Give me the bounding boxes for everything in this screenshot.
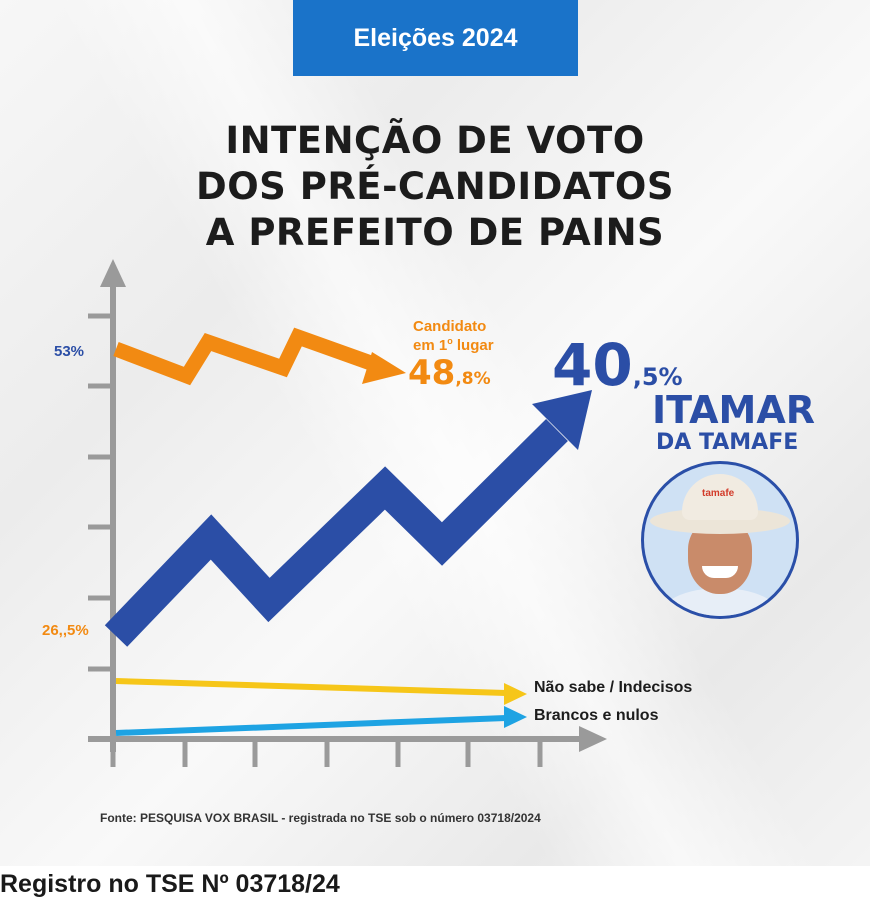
x-axis-ticks [110,739,543,767]
itamar-arrow [532,390,592,450]
series-itamar [104,390,592,647]
title-line-1: INTENÇÃO DE VOTO [225,119,645,162]
indecisos-arrow [504,683,527,705]
source-note: Fonte: PESQUISA VOX BRASIL - registrada … [100,811,541,825]
footer-registration: Registro no TSE Nº 03718/24 [0,870,340,898]
label-indecisos: Não sabe / Indecisos [534,679,693,696]
title-line-3: A PREFEITO DE PAINS [205,211,665,254]
leader-arrow [362,352,406,384]
itamar-surname: DA TAMAFE [656,430,799,455]
title-line-2: DOS PRÉ-CANDIDATOS [196,165,674,208]
label-53: 53% [54,343,85,360]
itamar-line [104,418,568,647]
brancos-arrow [504,706,527,728]
label-brancos: Brancos e nulos [534,707,659,724]
infographic-card: Eleições 2024 INTENÇÃO DE VOTO DOS PRÉ-C… [0,0,870,866]
itamar-value: 40,5% [552,331,683,399]
vote-intention-chart [88,259,607,767]
label-26-5: 26,,5% [42,622,89,639]
series-leader [113,327,406,386]
y-axis-ticks [88,313,113,672]
infographic-title: INTENÇÃO DE VOTO DOS PRÉ-CANDIDATOS A PR… [0,118,870,256]
indecisos-line [115,678,507,696]
brancos-line [115,715,507,736]
hat-logo: tamafe [702,488,735,499]
series-brancos [115,706,527,736]
leader-value: 48,8% [408,353,491,393]
leader-line [113,327,385,386]
elections-badge: Eleições 2024 [293,0,578,76]
leader-label-1: Candidato [413,318,487,335]
x-axis-arrow [579,726,607,752]
y-axis-arrow [100,259,126,287]
candidate-photo: tamafe [641,461,799,619]
series-indecisos [115,678,527,705]
chart-axes [88,259,607,767]
itamar-name: ITAMAR [652,388,816,432]
leader-label-2: em 1o lugar [413,336,494,354]
